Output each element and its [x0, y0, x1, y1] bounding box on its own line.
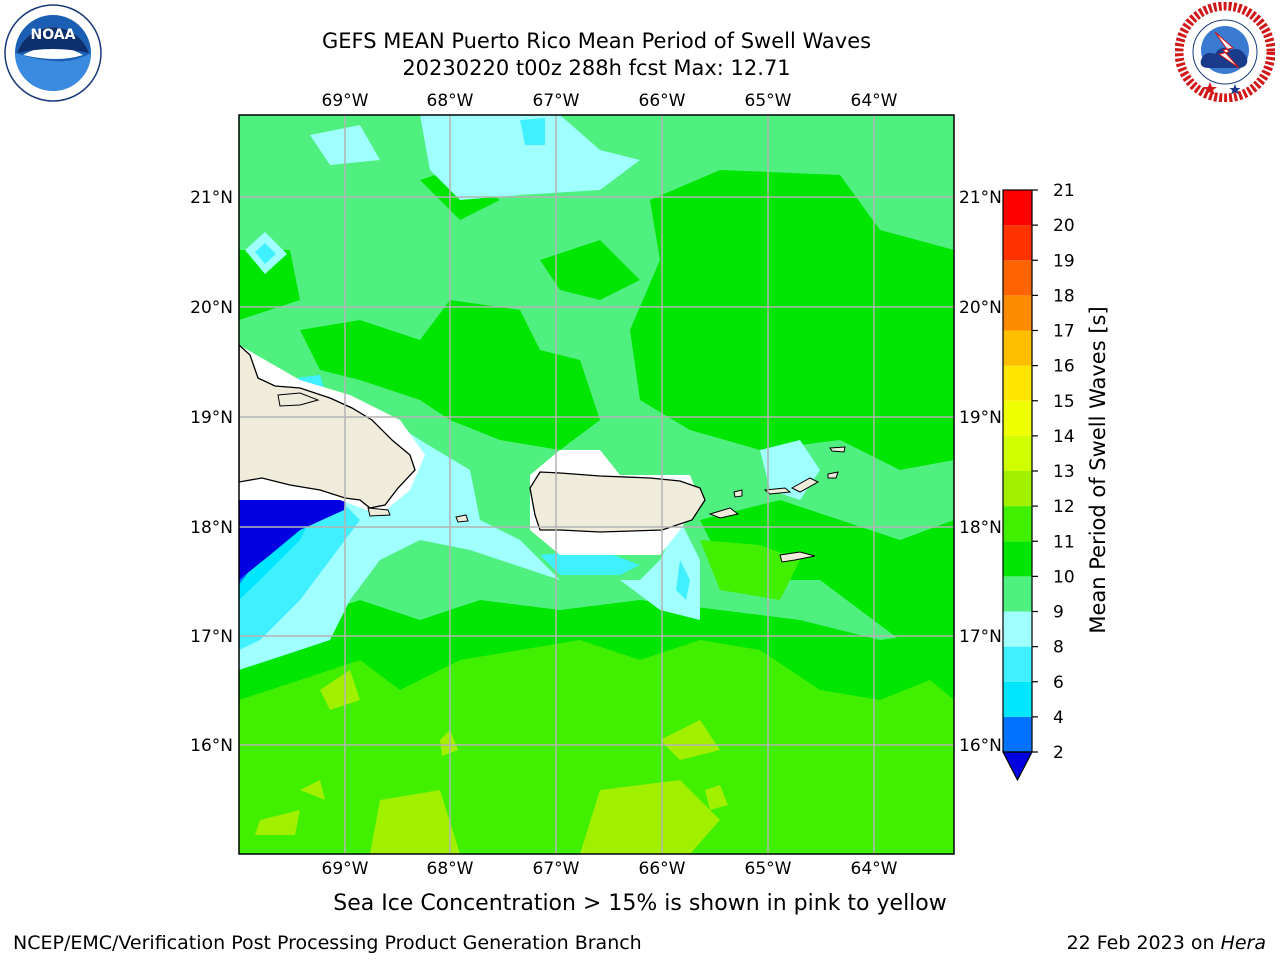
lon-label-bottom: 65°W: [745, 859, 792, 879]
colorbar-segment: [1003, 716, 1032, 752]
colorbar-segment: [1003, 190, 1032, 226]
colorbar-segment: [1003, 611, 1032, 647]
colorbar-tick-label: 13: [1053, 462, 1075, 482]
lon-label-top: 66°W: [639, 91, 686, 111]
colorbar-tick-label: 8: [1053, 638, 1064, 658]
colorbar-segment: [1003, 260, 1032, 296]
colorbar-segment: [1003, 506, 1032, 542]
lon-label-top: 68°W: [427, 91, 474, 111]
lon-label-top: 65°W: [745, 91, 792, 111]
lon-label-bottom: 66°W: [639, 859, 686, 879]
map-title: GEFS MEAN Puerto Rico Mean Period of Swe…: [321, 29, 872, 53]
colorbar-segment: [1003, 471, 1032, 507]
lon-label-bottom: 67°W: [533, 859, 580, 879]
colorbar-tick-label: 20: [1053, 216, 1075, 236]
lat-label-left: 21°N: [190, 188, 233, 208]
colorbar-segment: [1003, 435, 1032, 471]
colorbar-segment: [1003, 330, 1032, 366]
colorbar-tick-label: 21: [1053, 181, 1075, 201]
lat-label-left: 20°N: [190, 298, 233, 318]
colorbar-tick-label: 2: [1053, 743, 1064, 763]
credit-line: NCEP/EMC/Verification Post Processing Pr…: [13, 932, 642, 954]
colorbar-tick-label: 11: [1053, 532, 1075, 552]
lat-label-right: 17°N: [959, 627, 1002, 647]
lon-label-bottom: 68°W: [427, 859, 474, 879]
colorbar-segment: [1003, 295, 1032, 331]
latitude-labels-left: 21°N 20°N 19°N 18°N 17°N 16°N: [190, 188, 233, 756]
map-gridlines: [239, 115, 954, 854]
lat-label-right: 19°N: [959, 408, 1002, 428]
nws-logo: [1175, 2, 1275, 102]
colorbar-segment: [1003, 400, 1032, 436]
colorbar-tick-label: 10: [1053, 567, 1075, 587]
colorbar-tick-label: 19: [1053, 251, 1075, 271]
svg-text:NOAA: NOAA: [31, 27, 76, 43]
lat-label-left: 19°N: [190, 408, 233, 428]
lat-label-left: 18°N: [190, 518, 233, 538]
lon-label-bottom: 64°W: [851, 859, 898, 879]
date-stamp: 22 Feb 2023 on Hera: [1067, 932, 1266, 954]
colorbar-under-arrow: [1002, 751, 1033, 782]
map-subtitle: 20230220 t00z 288h fcst Max: 12.71: [402, 56, 791, 80]
lon-label-top: 67°W: [533, 91, 580, 111]
colorbar-tick-label: 16: [1053, 357, 1075, 377]
sea-ice-caption: Sea Ice Concentration > 15% is shown in …: [333, 891, 947, 916]
colorbar-segment: [1003, 541, 1032, 577]
lon-label-top: 69°W: [322, 91, 369, 111]
colorbar-label: Mean Period of Swell Waves [s]: [1086, 306, 1110, 633]
lat-label-right: 16°N: [959, 736, 1002, 756]
date-text: 22 Feb 2023 on: [1066, 932, 1221, 954]
colorbar: 21 20 19 18 17 16 15 14 13 12 11 10 9 8 6 4 2: [1002, 181, 1075, 782]
colorbar-tick-label: 14: [1053, 427, 1075, 447]
latitude-labels-right: 21°N 20°N 19°N 18°N 17°N 16°N: [959, 188, 1002, 756]
swell-period-field: [239, 115, 954, 854]
longitude-labels-top: 69°W 68°W 67°W 66°W 65°W 64°W: [322, 91, 898, 111]
colorbar-tick-label: 12: [1053, 497, 1075, 517]
colorbar-tick-label: 15: [1053, 392, 1075, 412]
lat-label-right: 18°N: [959, 518, 1002, 538]
longitude-labels-bottom: 69°W 68°W 67°W 66°W 65°W 64°W: [322, 859, 898, 879]
lat-label-right: 20°N: [959, 298, 1002, 318]
colorbar-segment: [1003, 225, 1032, 261]
colorbar-segment: [1003, 681, 1032, 717]
host-name: Hera: [1220, 932, 1266, 954]
lon-label-top: 64°W: [851, 91, 898, 111]
noaa-logo: NOAA: [4, 4, 102, 102]
colorbar-segment: [1003, 646, 1032, 682]
colorbar-tick-label: 17: [1053, 322, 1075, 342]
colorbar-tick-label: 18: [1053, 286, 1075, 306]
lat-label-left: 17°N: [190, 627, 233, 647]
colorbar-tick-label: 9: [1053, 603, 1064, 623]
colorbar-segment: [1003, 365, 1032, 401]
colorbar-tick-label: 6: [1053, 673, 1064, 693]
map-frame: [238, 114, 955, 855]
lat-label-right: 21°N: [959, 188, 1002, 208]
lon-label-bottom: 69°W: [322, 859, 369, 879]
colorbar-segment: [1003, 576, 1032, 612]
colorbar-tick-label: 4: [1053, 708, 1064, 728]
lat-label-left: 16°N: [190, 736, 233, 756]
